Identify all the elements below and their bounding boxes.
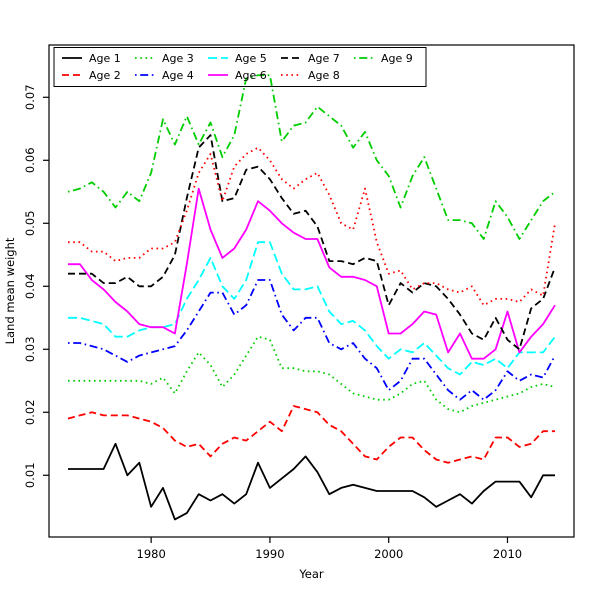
- legend-label: Age 3: [162, 52, 194, 65]
- y-axis: 0.01 0.02 0.03 0.04 0.05 0.06 0.07 Land mean we…: [3, 84, 49, 488]
- legend-label: Age 6: [235, 69, 267, 82]
- x-tick-label: 1980: [137, 547, 166, 561]
- y-tick-label: 0.01: [23, 462, 37, 488]
- legend-box: [53, 47, 427, 87]
- legend-label: Age 2: [89, 69, 121, 82]
- legend-label: Age 5: [235, 52, 267, 65]
- series-line-age-8: [68, 146, 556, 307]
- legend-label: Age 1: [89, 52, 121, 65]
- y-tick-label: 0.05: [23, 210, 37, 236]
- plot-border: [48, 44, 575, 538]
- y-tick-label: 0.02: [23, 399, 37, 425]
- legend-label: Age 7: [308, 52, 340, 65]
- y-tick-label: 0.04: [23, 273, 37, 299]
- series-line-age-5: [68, 241, 556, 376]
- series-line-age-9: [67, 74, 556, 240]
- series-line-age-6: [68, 187, 556, 360]
- legend-entry-age-4: Age 4: [135, 69, 194, 82]
- x-axis-title: Year: [298, 567, 324, 581]
- x-tick-label: 1990: [255, 547, 284, 561]
- legend-entry-age-2: Age 2: [62, 69, 121, 82]
- x-axis: 1980 1990 2000 2010 Year: [137, 537, 522, 581]
- legend-label: Age 4: [162, 69, 194, 82]
- series-line-age-4: [68, 279, 556, 401]
- x-tick-label: 2000: [374, 547, 403, 561]
- legend-entry-age-6: Age 6: [208, 69, 267, 82]
- legend-entry-age-3: Age 3: [135, 52, 194, 65]
- plot-series: [67, 74, 556, 521]
- series-line-age-7: [68, 134, 556, 351]
- legend: Age 1 Age 2 Age 3 Age 4 Age 5 Age 6 Age 7 Age 8…: [53, 47, 427, 87]
- series-line-age-2: [67, 405, 555, 464]
- legend-label: Age 8: [308, 69, 340, 82]
- y-tick-label: 0.07: [23, 84, 37, 110]
- series-line-age-1: [68, 442, 555, 521]
- legend-entry-age-5: Age 5: [208, 52, 267, 65]
- legend-entry-age-1: Age 1: [62, 52, 121, 65]
- legend-entry-age-9: Age 9: [354, 52, 413, 65]
- series-line-age-3: [68, 335, 556, 414]
- legend-entry-age-8: Age 8: [281, 69, 340, 82]
- x-tick-label: 2010: [493, 547, 522, 561]
- legend-entry-age-7: Age 7: [281, 52, 340, 65]
- y-axis-title: Land mean weight: [3, 237, 17, 344]
- y-tick-label: 0.03: [23, 336, 37, 362]
- legend-label: Age 9: [381, 52, 413, 65]
- y-tick-label: 0.06: [23, 147, 37, 173]
